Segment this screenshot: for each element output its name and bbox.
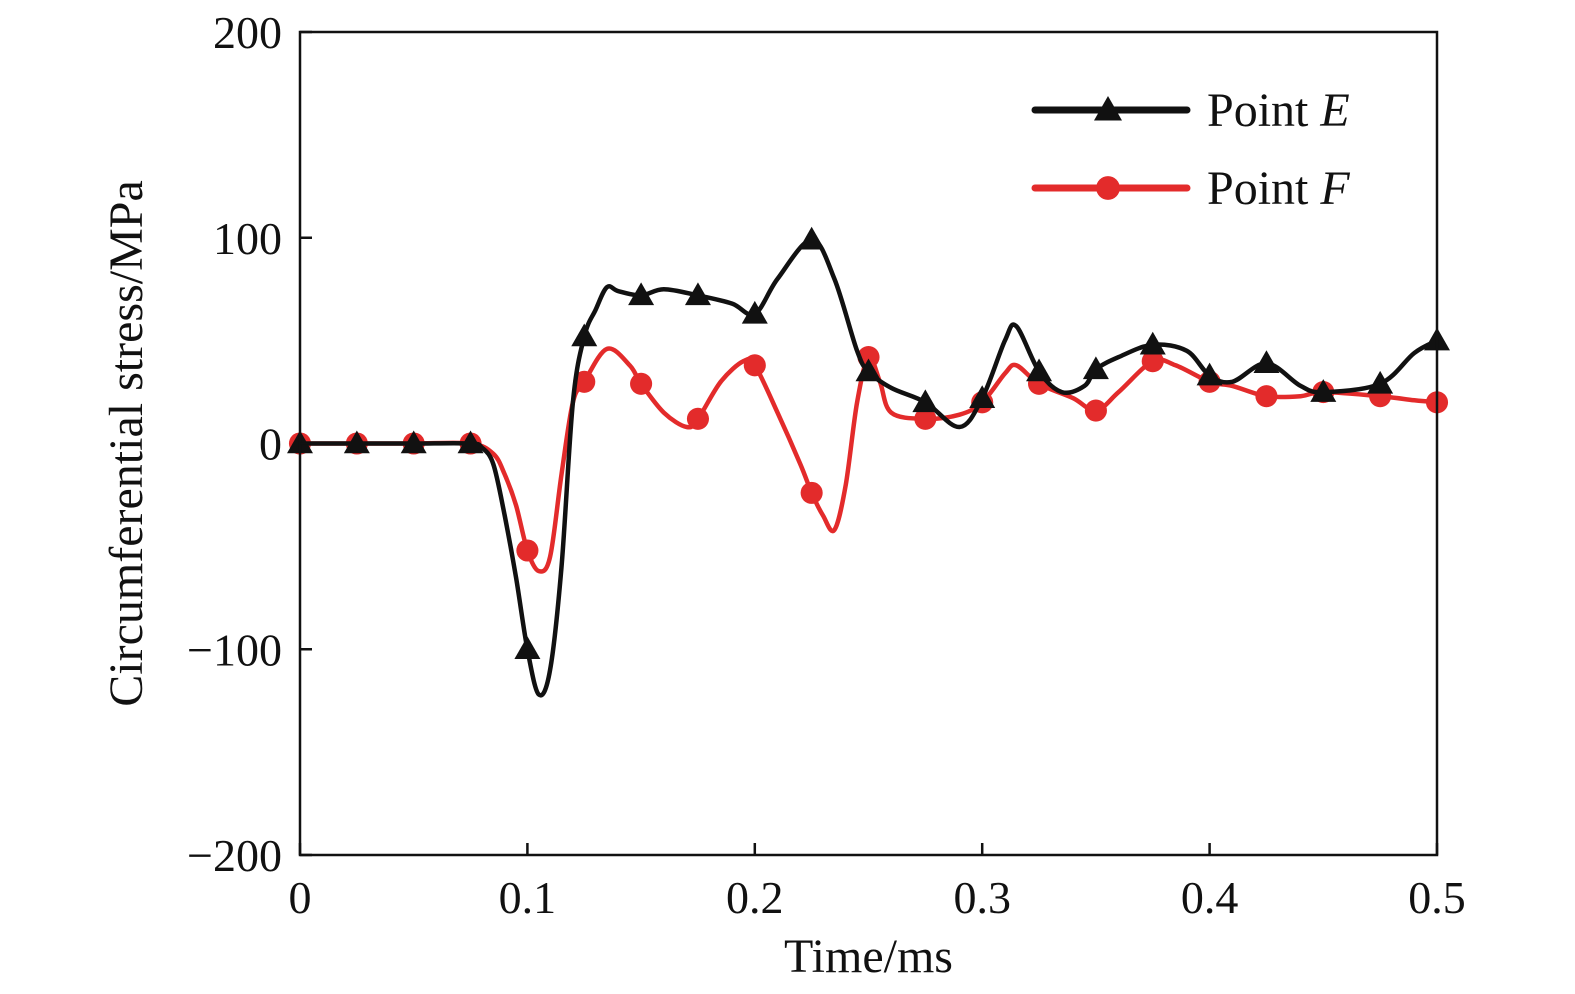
y-tick-label: −100 (187, 624, 282, 675)
x-tick-label: 0.4 (1181, 872, 1239, 923)
x-axis-title: Time/ms (784, 930, 953, 983)
data-point (1253, 350, 1280, 374)
data-point (1367, 370, 1394, 394)
data-point (743, 354, 766, 377)
data-point (571, 323, 598, 347)
data-point (457, 430, 484, 454)
data-point (912, 389, 939, 413)
series-line (297, 346, 1440, 574)
data-point (514, 636, 541, 659)
data-point (343, 430, 370, 454)
data-point (798, 226, 825, 250)
x-tick-label: 0.5 (1408, 872, 1466, 923)
data-point (1084, 399, 1107, 422)
x-tick-label: 0.2 (726, 872, 784, 923)
legend-label: Point E (1207, 84, 1350, 137)
data-point (684, 282, 711, 306)
y-tick-label: 200 (213, 7, 282, 58)
data-point (800, 481, 823, 504)
data-point (1310, 379, 1337, 402)
x-tick-label: 0 (289, 872, 312, 923)
data-point (1141, 350, 1164, 373)
data-point (400, 430, 427, 454)
x-tick-label: 0.3 (953, 872, 1011, 923)
legend-swatch-marker (1096, 176, 1120, 200)
series-point-e (287, 226, 1450, 698)
ticks-layer: 0 0.1 0.2 0.3 0.4 0.5 −200 −100 0 100 200 (187, 7, 1466, 923)
legend: Point E Point F (1031, 84, 1350, 215)
x-tick-label: 0.1 (499, 872, 557, 923)
series-line (297, 237, 1440, 698)
data-point (573, 370, 596, 393)
series-point-f (288, 346, 1449, 574)
legend-swatch-marker (1094, 96, 1122, 121)
y-tick-label: 0 (259, 419, 282, 470)
data-point (741, 300, 768, 324)
legend-label: Point F (1207, 162, 1350, 215)
data-point (686, 407, 709, 430)
data-point (855, 358, 882, 382)
data-point (914, 407, 937, 430)
legend-item: Point E (1031, 84, 1350, 137)
data-point (1196, 362, 1223, 386)
y-tick-label: −200 (187, 830, 282, 881)
series-layer (287, 226, 1450, 698)
data-point (1255, 385, 1278, 408)
data-point (516, 539, 539, 562)
data-point (1026, 358, 1053, 382)
data-point (1082, 356, 1109, 380)
y-tick-label: 100 (213, 213, 282, 264)
data-point (628, 282, 655, 306)
y-axis-title: Circumferential stress/MPa (100, 180, 153, 707)
data-point (969, 385, 996, 408)
data-point (630, 372, 653, 395)
legend-item: Point F (1031, 162, 1350, 215)
data-point (1139, 331, 1166, 355)
